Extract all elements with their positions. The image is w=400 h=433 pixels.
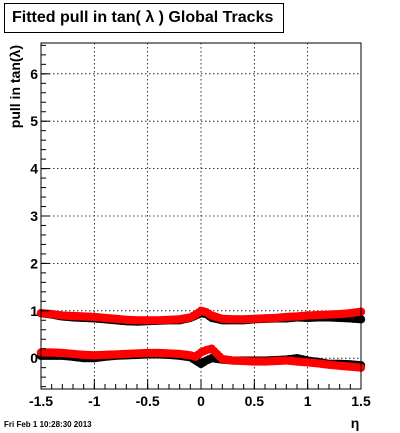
axis-ticks <box>40 44 362 389</box>
axis-tick-labels: -1.5 -1 -0.5 0 0.5 1 1.5 0 1 2 3 4 5 6 <box>29 66 371 409</box>
y-tick-label: 6 <box>30 66 38 82</box>
x-tick-label: 1.5 <box>351 393 371 409</box>
series-3 <box>36 306 366 325</box>
x-tick-label: 0.5 <box>245 393 265 409</box>
y-tick-label: 0 <box>30 350 38 366</box>
series-2 <box>36 344 366 372</box>
x-tick-label: 0 <box>197 393 205 409</box>
data-series <box>36 306 366 372</box>
x-tick-label: 1 <box>304 393 312 409</box>
x-tick-label: -1.5 <box>29 393 53 409</box>
x-tick-label: -1 <box>88 393 101 409</box>
x-axis-label: η <box>351 415 360 431</box>
chart-title: Fitted pull in tan( λ ) Global Tracks <box>12 9 274 26</box>
timestamp-footer: Fri Feb 1 10:28:30 2013 <box>4 420 92 429</box>
x-tick-label: -0.5 <box>136 393 160 409</box>
y-axis-label: pull in tan(λ) <box>7 45 23 128</box>
y-tick-label: 2 <box>30 255 38 271</box>
y-tick-label: 4 <box>30 161 38 177</box>
y-tick-label: 1 <box>30 303 38 319</box>
y-tick-label: 3 <box>30 208 38 224</box>
grid-lines <box>40 43 362 389</box>
y-tick-label: 5 <box>30 113 38 129</box>
chart-title-box: Fitted pull in tan( λ ) Global Tracks <box>4 3 284 33</box>
